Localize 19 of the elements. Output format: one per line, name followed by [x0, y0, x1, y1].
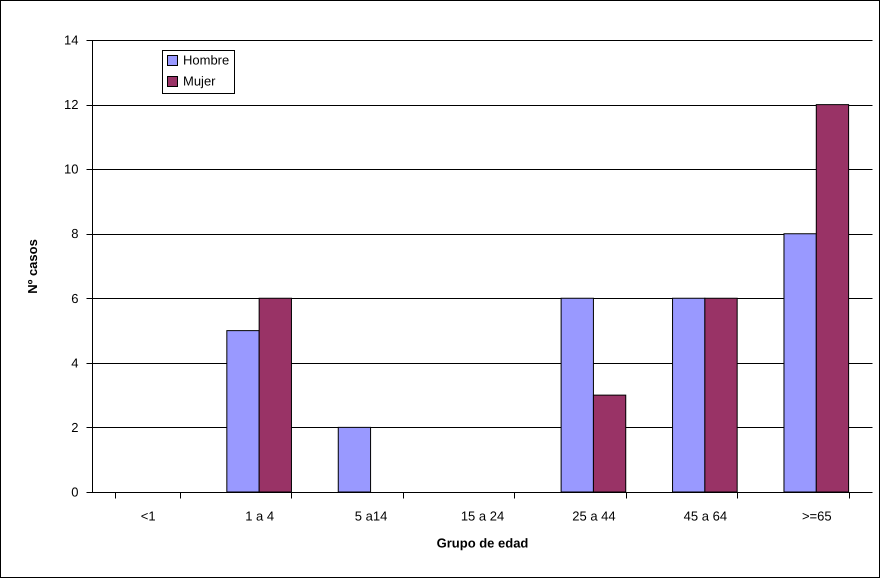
y-axis-title: Nº casos: [25, 239, 40, 294]
x-tick-label: 25 a 44: [572, 508, 616, 524]
y-tick-label: 8: [71, 226, 78, 242]
x-tick-label: 45 a 64: [684, 508, 728, 524]
y-tick-label: 6: [71, 290, 78, 306]
x-axis-title: Grupo de edad: [436, 536, 528, 550]
y-tick-label: 10: [64, 162, 78, 177]
x-tick-label: 15 a 24: [460, 508, 504, 524]
y-tick-label: 2: [71, 420, 78, 435]
x-tick-label: 5 a14: [354, 508, 388, 524]
y-tick-label: 0: [71, 484, 78, 500]
x-tick-label: <1: [140, 508, 156, 524]
legend-label: Hombre: [183, 52, 230, 68]
y-tick-label: 12: [64, 97, 78, 112]
x-tick-label: 1 a 4: [245, 508, 274, 524]
y-tick-label: 14: [64, 32, 78, 48]
legend-label: Mujer: [183, 74, 216, 88]
x-tick-label: >=65: [802, 508, 832, 524]
y-tick-label: 4: [71, 355, 78, 370]
